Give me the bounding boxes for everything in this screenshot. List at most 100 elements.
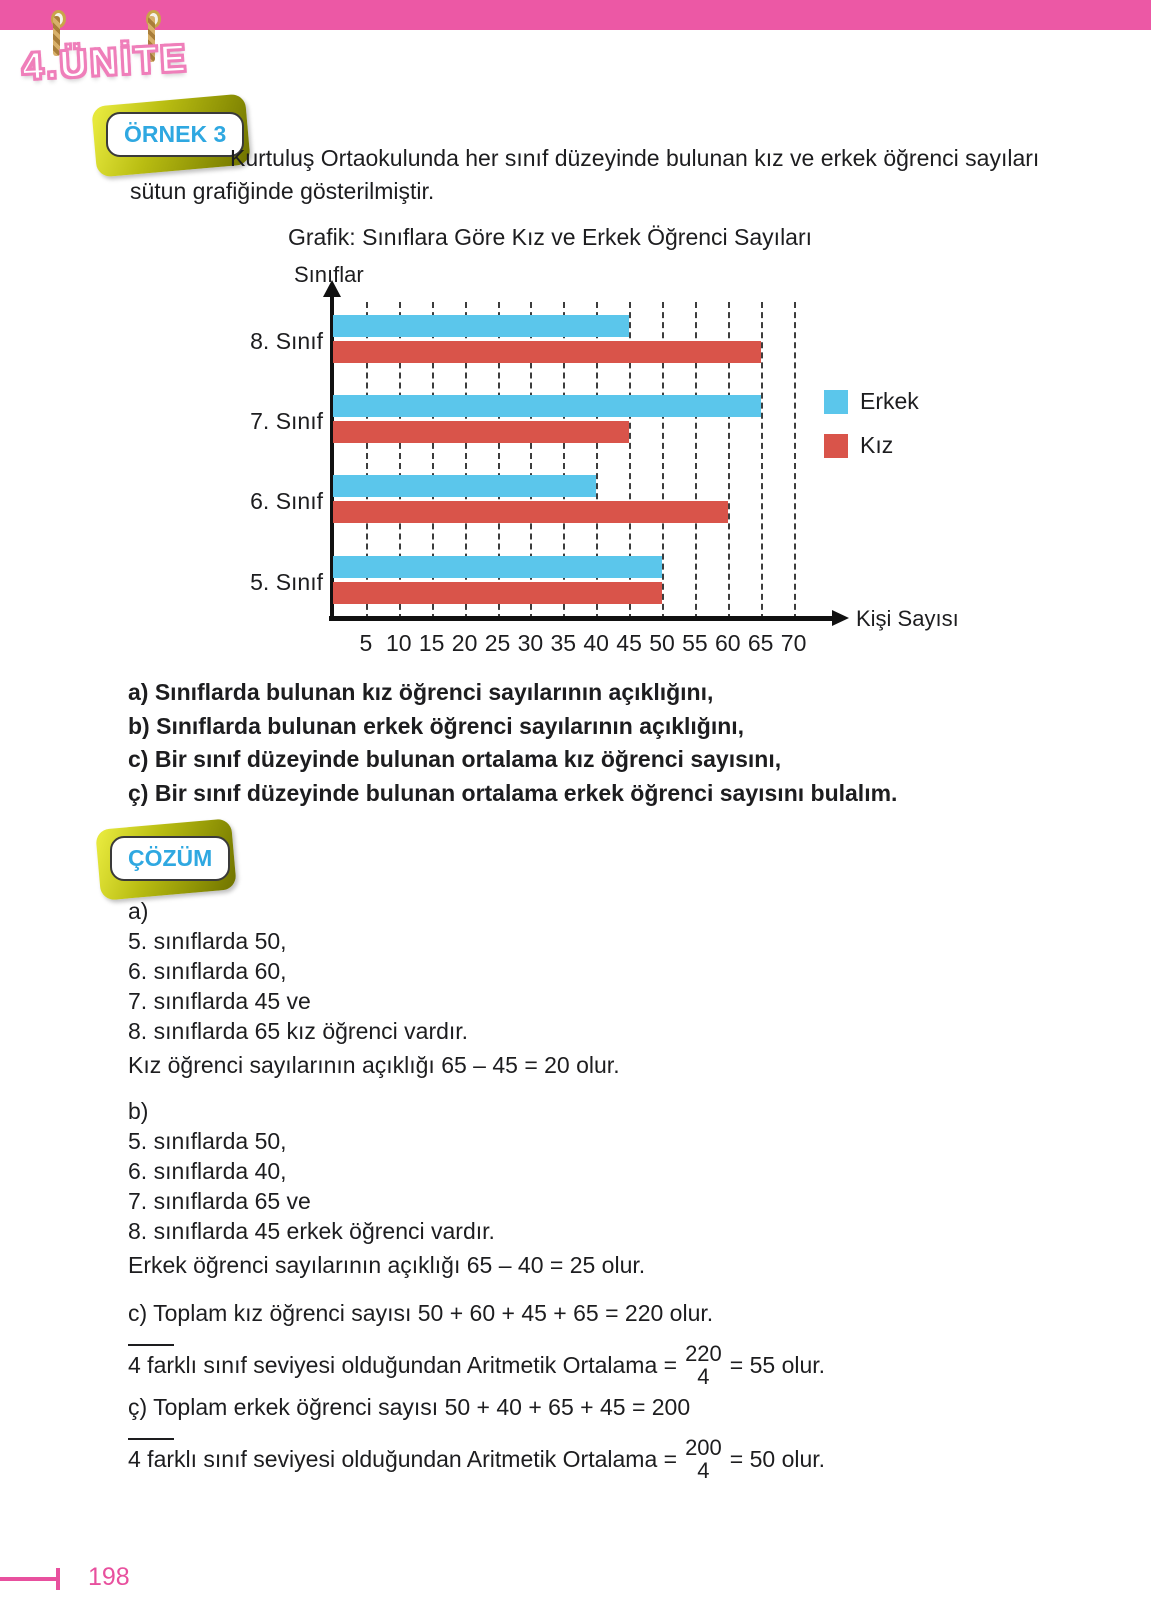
chart-legend: Erkek Kız — [824, 388, 919, 476]
fraction-denominator: 4 — [697, 1458, 710, 1483]
question-item: ç) Bir sınıf düzeyinde bulunan ortalama … — [128, 779, 898, 806]
example-badge-label: ÖRNEK 3 — [106, 112, 245, 157]
example-badge: ÖRNEK 3 — [91, 93, 252, 178]
gridline — [365, 302, 368, 620]
fraction-denominator: 4 — [697, 1364, 710, 1389]
legend-item: Erkek — [824, 388, 919, 415]
chart-y-axis — [330, 293, 334, 621]
bar-erkek-6-sinif — [333, 475, 597, 497]
solution-badge-label: ÇÖZÜM — [110, 836, 231, 881]
bar-erkek-7-sinif — [333, 395, 761, 417]
solution-line: ç) Toplam erkek öğrenci sayısı 50 + 40 +… — [128, 1394, 691, 1420]
x-tick-label: 30 — [517, 630, 544, 656]
gridline — [694, 302, 697, 620]
question-item: b) Sınıflarda bulunan erkek öğrenci sayı… — [128, 712, 745, 739]
solution-part-label: b) — [128, 1098, 149, 1124]
solution-line: 5. sınıflarda 50, — [128, 928, 287, 954]
gridline — [563, 302, 566, 620]
example-intro: Kurtuluş Ortaokulunda her sınıf düzeyind… — [130, 142, 1060, 208]
x-tick-label: 10 — [386, 630, 412, 656]
x-tick-label: 40 — [583, 630, 609, 656]
chart-plot: 5 10 15 20 25 30 35 40 45 50 55 60 65 70 8. Sınıf 7. Sı… — [250, 300, 806, 656]
legend-swatch-kız — [824, 433, 848, 458]
fraction-numerator: 220 — [685, 1340, 722, 1366]
x-tick-label: 65 — [747, 630, 774, 656]
x-tick-label: 45 — [616, 630, 642, 656]
question-item: c) Bir sınıf düzeyinde bulunan ortalama … — [128, 746, 782, 772]
gridline — [431, 302, 434, 620]
gridline — [629, 302, 632, 620]
fraction: 220 4 — [128, 1340, 722, 1389]
x-tick-label: 5 — [359, 630, 373, 656]
category-label: 8. Sınıf — [250, 328, 323, 354]
rope-icon — [53, 16, 60, 56]
bar-erkek-8-sinif — [333, 315, 630, 337]
x-tick-label: 50 — [649, 630, 675, 656]
solution-line: 7. sınıflarda 45 ve — [128, 988, 311, 1014]
solution-formula-line: 4 farklı sınıf seviyesi olduğundan Aritm… — [128, 1336, 825, 1394]
x-tick-label: 20 — [451, 630, 478, 656]
unit-badge: 4.ÜNİTE — [20, 37, 191, 90]
gridline — [596, 302, 599, 620]
gridline — [398, 302, 401, 620]
arrow-up-icon — [323, 280, 341, 297]
gridline — [497, 302, 500, 620]
gridline — [662, 302, 664, 620]
solution-line: 6. sınıflarda 40, — [128, 1158, 287, 1184]
category-label: 7. Sınıf — [250, 408, 323, 434]
solution-result: Erkek öğrenci sayılarının açıklığı 65 – … — [128, 1252, 646, 1278]
chart-x-axis — [329, 616, 834, 621]
solution-part-cc: ç) Toplam erkek öğrenci sayısı 50 + 40 +… — [128, 1392, 825, 1488]
formula-prefix: 4 farklı sınıf seviyesi olduğundan Aritm… — [128, 1446, 678, 1472]
x-tick-label: 15 — [418, 630, 445, 656]
formula-suffix: = 55 olur. — [729, 1352, 826, 1378]
footer-rule-tick-icon — [56, 1568, 60, 1590]
bar-erkek-5-sinif — [333, 556, 662, 578]
footer-rule-icon — [0, 1577, 58, 1581]
solution-part-c: c) Toplam kız öğrenci sayısı 50 + 60 + 4… — [128, 1298, 825, 1394]
solution-line: 5. sınıflarda 50, — [128, 1128, 287, 1154]
gridline — [727, 302, 730, 620]
solution-badge: ÇÖZÜM — [95, 818, 238, 901]
x-tick-label: 35 — [550, 630, 577, 656]
solution-formula-line: 4 farklı sınıf seviyesi olduğundan Aritm… — [128, 1430, 825, 1488]
chart-x-axis-label: Kişi Sayısı — [856, 606, 959, 631]
question-list: a) Sınıflarda bulunan kız öğrenci sayıla… — [128, 676, 897, 810]
bar-kız-8-sinif — [333, 341, 761, 363]
solution-part-label: a) — [128, 898, 149, 924]
intro-line: sütun grafiğinde gösterilmiştir. — [130, 178, 435, 204]
fraction-numerator: 200 — [685, 1434, 722, 1460]
category-label: 6. Sınıf — [250, 488, 323, 514]
legend-label: Erkek — [860, 388, 919, 414]
gridline — [464, 302, 467, 620]
fraction-bar-icon — [128, 1437, 174, 1440]
legend-swatch-erkek — [824, 389, 848, 414]
gridline — [793, 302, 796, 620]
category-label: 5. Sınıf — [250, 569, 323, 595]
legend-item: Kız — [824, 432, 919, 459]
solution-line: 8. sınıflarda 65 kız öğrenci vardır. — [128, 1018, 469, 1044]
solution-line: 8. sınıflarda 45 erkek öğrenci vardır. — [128, 1218, 495, 1244]
formula-suffix: = 50 olur. — [729, 1446, 826, 1472]
bar-kız-5-sinif — [333, 582, 662, 604]
solution-result: Kız öğrenci sayılarının açıklığı 65 – 45… — [128, 1052, 620, 1078]
solution-part-a: a) 5. sınıflarda 50, 6. sınıflarda 60, 7… — [128, 896, 620, 1080]
rope-icon — [148, 16, 155, 62]
fraction: 200 4 — [128, 1434, 722, 1483]
legend-label: Kız — [860, 432, 894, 458]
solution-line: 7. sınıflarda 65 ve — [128, 1188, 311, 1214]
solution-part-b: b) 5. sınıflarda 50, 6. sınıflarda 40, 7… — [128, 1096, 645, 1280]
x-tick-label: 60 — [715, 630, 741, 656]
page-top-bar — [0, 0, 1151, 30]
gridline — [530, 302, 533, 620]
x-tick-label: 70 — [780, 630, 807, 656]
solution-line: c) Toplam kız öğrenci sayısı 50 + 60 + 4… — [128, 1300, 714, 1326]
arrow-right-icon — [832, 610, 849, 626]
question-item: a) Sınıflarda bulunan kız öğrenci sayıla… — [128, 679, 714, 705]
bar-kız-6-sinif — [333, 501, 728, 523]
solution-line: 6. sınıflarda 60, — [128, 958, 287, 984]
fraction-bar-icon — [128, 1343, 174, 1346]
formula-prefix: 4 farklı sınıf seviyesi olduğundan Aritm… — [128, 1352, 678, 1378]
gridline — [760, 302, 763, 620]
bar-kız-7-sinif — [333, 421, 630, 443]
